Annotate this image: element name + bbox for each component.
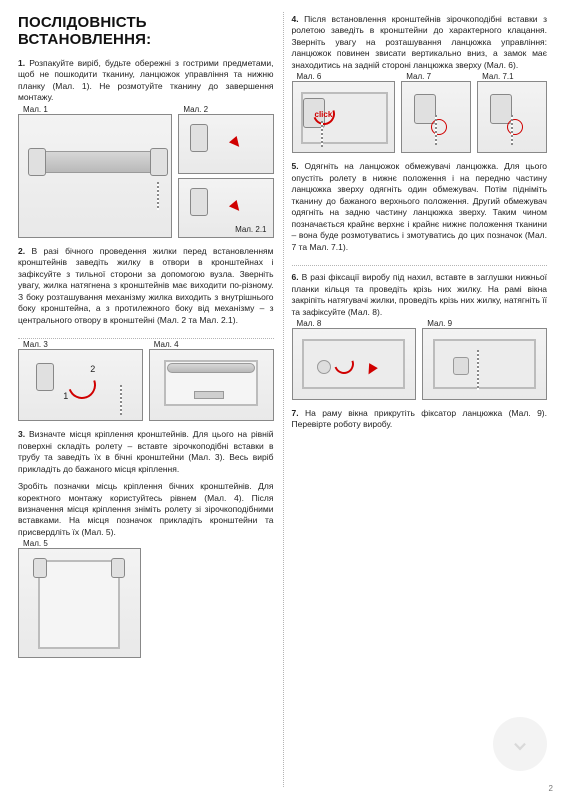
column-divider — [283, 12, 284, 787]
step-2: 2. В разі бічного проведення жилки перед… — [18, 246, 274, 326]
figure-7-label: Мал. 7 — [404, 72, 433, 81]
figure-2-1-label: Мал. 2.1 — [233, 225, 268, 234]
figure-5-label: Мал. 5 — [21, 539, 50, 548]
figure-8: Мал. 8 — [292, 328, 417, 400]
figure-6: Мал. 6 click — [292, 81, 396, 153]
divider-right-1 — [292, 265, 548, 266]
figure-1-label: Мал. 1 — [21, 105, 50, 114]
step-1: 1. Розпакуйте виріб, будьте обережні з г… — [18, 58, 274, 104]
click-label: click — [315, 110, 333, 119]
figure-7-1: Мал. 7.1 — [477, 81, 547, 153]
step-3b: Зробіть позначки місць кріплення бічних … — [18, 481, 274, 538]
figure-9-label: Мал. 9 — [425, 319, 454, 328]
figure-row-2: Мал. 3 2 1 Мал. 4 — [18, 349, 274, 421]
figure-7-1-label: Мал. 7.1 — [480, 72, 515, 81]
figure-8-label: Мал. 8 — [295, 319, 324, 328]
step-7: 7. На раму вікна прикрутіть фіксатор лан… — [292, 408, 548, 431]
figure-row-3: Мал. 5 — [18, 548, 274, 658]
figure-row-4: Мал. 6 click Мал. 7 Мал. 7.1 — [292, 81, 548, 153]
figure-2-label: Мал. 2 — [181, 105, 210, 114]
page-number: 2 — [549, 784, 553, 793]
figure-4-label: Мал. 4 — [152, 340, 181, 349]
figure-3: Мал. 3 2 1 — [18, 349, 143, 421]
figure-2-1: Мал. 2.1 — [178, 178, 273, 238]
figure-1: Мал. 1 — [18, 114, 172, 238]
right-column: 4. Після встановлення кронштейнів зірочк… — [292, 14, 548, 789]
figure-4: Мал. 4 — [149, 349, 274, 421]
page-title: ПОСЛІДОВНІСТЬ ВСТАНОВЛЕННЯ: — [18, 14, 274, 48]
figure-row-1: Мал. 1 Мал. 2 Мал. 2.1 — [18, 114, 274, 238]
step-4: 4. Після встановлення кронштейнів зірочк… — [292, 14, 548, 71]
step-5: 5. Одягніть на ланцюжок обмежувачі ланцю… — [292, 161, 548, 253]
figure-2: Мал. 2 — [178, 114, 273, 174]
figure-7: Мал. 7 — [401, 81, 471, 153]
figure-3-label: Мал. 3 — [21, 340, 50, 349]
figure-6-label: Мал. 6 — [295, 72, 324, 81]
left-column: ПОСЛІДОВНІСТЬ ВСТАНОВЛЕННЯ: 1. Розпакуйт… — [18, 14, 274, 789]
figure-row-5: Мал. 8 Мал. 9 — [292, 328, 548, 400]
step-6: 6. В разі фіксації виробу під нахил, вст… — [292, 272, 548, 318]
watermark-icon — [493, 717, 547, 771]
figure-5: Мал. 5 — [18, 548, 141, 658]
divider-left-1 — [18, 338, 274, 339]
figure-9: Мал. 9 — [422, 328, 547, 400]
step-3a: 3. Визначте місця кріплення кронштейнів.… — [18, 429, 274, 475]
